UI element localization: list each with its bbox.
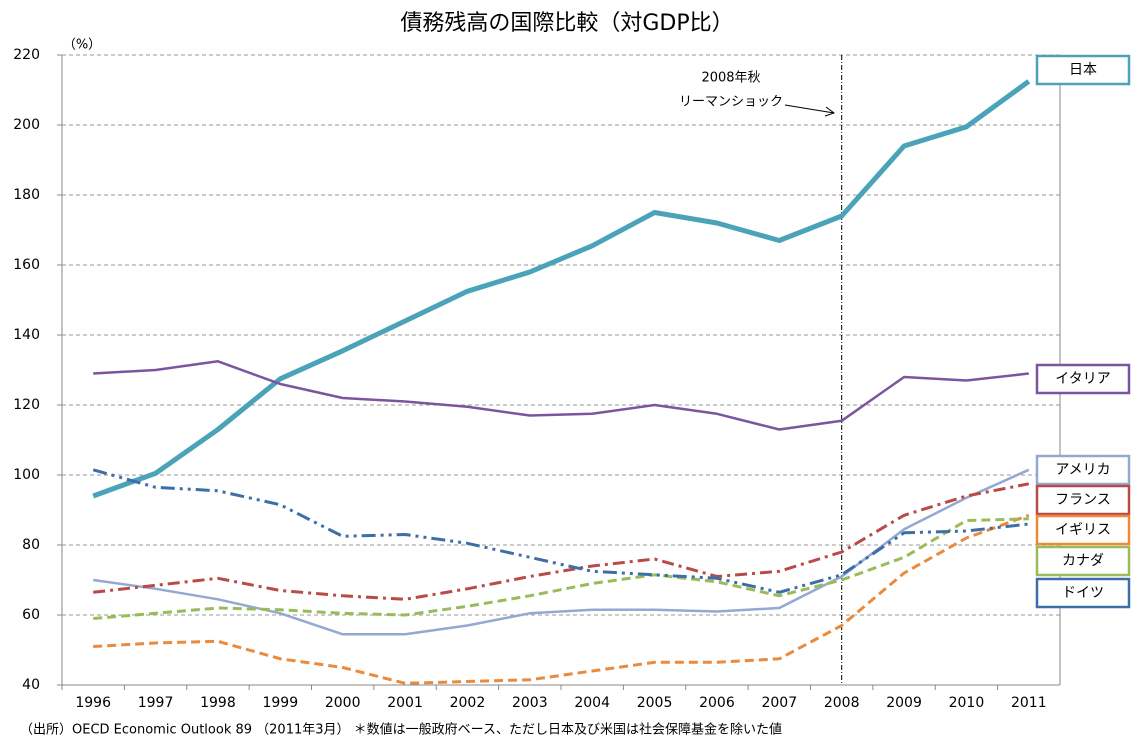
legend-label: フランス — [1055, 492, 1111, 508]
y-tick-label: 200 — [13, 117, 40, 133]
annotation-arrow — [784, 104, 835, 114]
x-tick-label: 1999 — [262, 695, 298, 711]
y-tick-label: 140 — [13, 327, 40, 343]
x-tick-label: 2005 — [637, 695, 673, 711]
x-tick-label: 2006 — [699, 695, 735, 711]
legend-label: イタリア — [1055, 371, 1110, 387]
x-tick-label: 2007 — [761, 695, 797, 711]
series-line — [93, 482, 1030, 601]
x-tick-label: 2000 — [325, 695, 361, 711]
x-tick-label: 1998 — [200, 695, 236, 711]
annotation-arrowhead — [824, 106, 836, 117]
footnote: （出所）OECD Economic Outlook 89 （2011年3月） ＊… — [20, 722, 782, 738]
y-tick-label: 40 — [22, 677, 40, 693]
x-tick-label: 1997 — [138, 695, 174, 711]
legend-label: ドイツ — [1062, 585, 1104, 601]
x-tick-label: 2002 — [450, 695, 486, 711]
y-tick-label: 180 — [13, 187, 40, 203]
legend-box — [1035, 577, 1131, 609]
legend-box — [1035, 454, 1131, 486]
y-tick-label: 80 — [22, 537, 40, 553]
series-line — [93, 360, 1029, 431]
x-tick-label: 2010 — [949, 695, 985, 711]
series-line — [93, 517, 1029, 620]
x-tick-label: 2001 — [387, 695, 423, 711]
y-tick-label: 100 — [13, 467, 40, 483]
legend-box — [1035, 54, 1131, 86]
x-tick-label: 1996 — [75, 695, 111, 711]
series-line — [92, 79, 1031, 499]
annotation: 2008年秋 — [701, 71, 760, 86]
x-tick-label: 2011 — [1011, 695, 1047, 711]
legend-box — [1035, 484, 1131, 516]
legend-label: アメリカ — [1055, 462, 1110, 478]
series-line — [92, 468, 1029, 594]
x-tick-label: 2004 — [574, 695, 610, 711]
x-tick-label: 2009 — [886, 695, 922, 711]
legend-label: カナダ — [1062, 553, 1104, 569]
y-tick-label: 160 — [13, 257, 40, 273]
x-tick-label: 2003 — [512, 695, 548, 711]
chart-title: 債務残高の国際比較（対GDP比） — [400, 11, 733, 36]
annotation: リーマンショック — [679, 95, 783, 110]
legend-box — [1035, 363, 1131, 395]
y-tick-label: 120 — [13, 397, 40, 413]
y-tick-label: 220 — [13, 47, 40, 63]
legend-box — [1035, 514, 1131, 546]
y-tick-label: 60 — [22, 607, 40, 623]
legend-label: 日本 — [1069, 62, 1097, 78]
legend-label: イギリス — [1055, 522, 1111, 538]
series-line — [93, 513, 1030, 685]
x-tick-label: 2008 — [824, 695, 860, 711]
legend-box — [1035, 545, 1131, 577]
y-axis-label: （%） — [63, 38, 101, 53]
